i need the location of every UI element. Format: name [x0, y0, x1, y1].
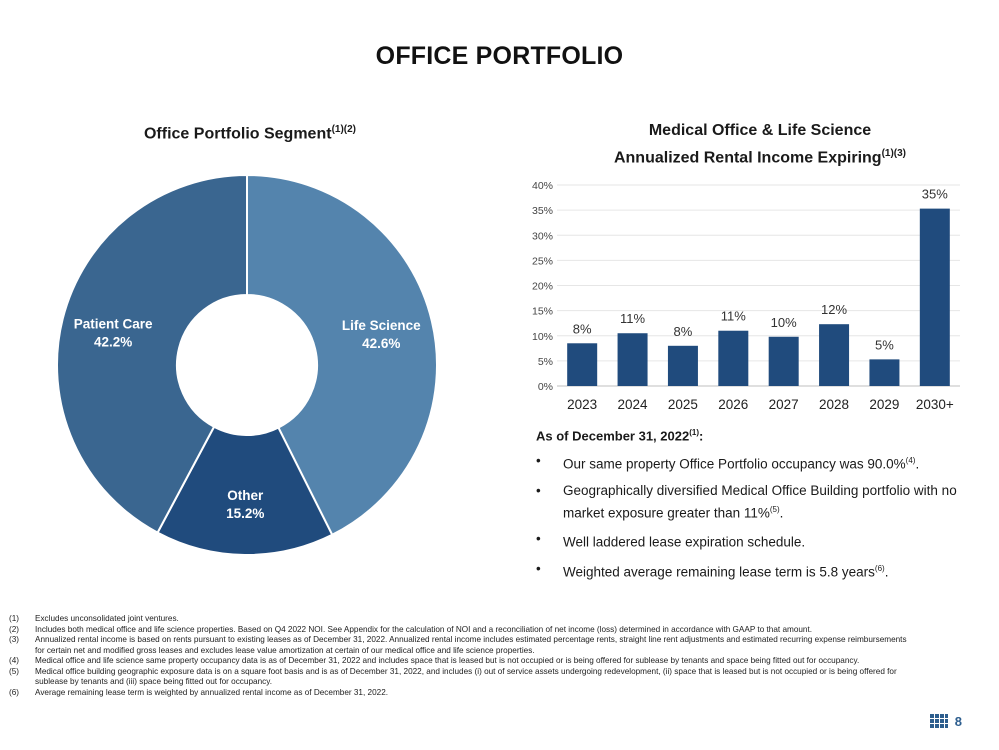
- footnotes: (1) Excludes unconsolidated joint venture…: [9, 614, 909, 698]
- bar-chart-title: Medical Office & Life Science Annualized…: [560, 119, 960, 169]
- slice-value-label: 42.2%: [94, 335, 132, 350]
- bar-data-label: 10%: [771, 315, 797, 330]
- footnote-number: (2): [9, 624, 20, 634]
- footnote-text: Medical office and life science same pro…: [35, 656, 860, 665]
- lease-expiration-bar-chart: 0% 5% 10% 15% 20% 25% 30% 35% 40% 8% 2023 11% 2024 8%…: [532, 180, 960, 412]
- y-tick-label: 15%: [532, 306, 553, 318]
- summary-panel: As of December 31, 2022(1): • Our same pr…: [536, 428, 976, 588]
- summary-bullet: • Well laddered lease expiration schedule…: [536, 529, 976, 552]
- donut-slice: [56, 173, 248, 534]
- slice-label: Other: [227, 488, 264, 503]
- bullet-marker: •: [536, 453, 541, 469]
- bar: [567, 343, 598, 386]
- y-tick-label: 20%: [532, 281, 553, 293]
- footnote-number: (6): [9, 687, 20, 697]
- donut-chart-title-footnote-ref: (1)(2): [331, 124, 357, 135]
- slice-label: Life Science: [342, 318, 421, 333]
- bar: [768, 336, 799, 386]
- page-number: 8: [954, 714, 962, 729]
- bullet-tail: .: [915, 456, 920, 472]
- slice-label: Patient Care: [74, 317, 153, 332]
- y-tick-label: 5%: [538, 356, 553, 368]
- footnote-text: Average remaining lease term is weighted…: [35, 687, 389, 697]
- y-tick-label: 30%: [532, 230, 553, 242]
- y-tick-label: 40%: [532, 180, 553, 192]
- footnote-number: (4): [9, 656, 20, 665]
- bullet-text: Geographically diversified Medical Offic…: [563, 482, 957, 521]
- footnote-number: (3): [9, 635, 20, 644]
- bar-data-label: 11%: [721, 309, 746, 324]
- donut-slice: [246, 173, 438, 537]
- bullet-footnote-ref: (6): [874, 563, 885, 573]
- bullet-marker: •: [536, 531, 541, 547]
- x-tick-label: 2030+: [916, 397, 954, 412]
- y-tick-label: 10%: [532, 331, 553, 343]
- bar: [869, 359, 900, 386]
- bar-chart-title-line1: Medical Office & Life Science: [648, 122, 872, 139]
- footnote: (4) Medical office and life science same …: [9, 656, 909, 667]
- y-tick-label: 0%: [538, 381, 553, 393]
- x-tick-label: 2024: [618, 397, 649, 412]
- summary-bullet: • Geographically diversified Medical Offi…: [536, 481, 976, 523]
- y-tick-label: 25%: [532, 255, 553, 267]
- bar: [667, 345, 698, 386]
- bullet-tail: .: [884, 564, 889, 580]
- bullet-footnote-ref: (5): [769, 504, 780, 514]
- bullet-marker: •: [536, 482, 541, 498]
- footnote: (2) Includes both medical office and life…: [9, 625, 909, 636]
- bar: [718, 330, 749, 386]
- bullet-text: Weighted average remaining lease term is…: [563, 564, 875, 580]
- bar-chart-title-line2: Annualized Rental Income Expiring(1)(3): [560, 142, 960, 169]
- footnote: (5) Medical office building geographic ex…: [9, 667, 909, 688]
- bar-data-label: 11%: [620, 311, 645, 326]
- bar: [819, 324, 850, 386]
- bar-data-label: 8%: [674, 324, 693, 339]
- x-tick-label: 2028: [819, 397, 849, 412]
- x-tick-label: 2025: [668, 397, 698, 412]
- donut-chart-title-text: Office Portfolio Segment: [143, 125, 332, 143]
- bar-chart-title-line2-text: Annualized Rental Income Expiring: [613, 149, 882, 167]
- bar: [919, 208, 950, 386]
- bar-data-label: 12%: [821, 302, 847, 317]
- footnote-number: (5): [9, 666, 20, 676]
- summary-bullet: • Our same property Office Portfolio occu…: [536, 451, 976, 474]
- footnote-text: Annualized rental income is based on ren…: [35, 635, 907, 655]
- bar: [617, 333, 648, 386]
- footnote-text: Medical office building geographic expos…: [35, 666, 897, 687]
- footnote-number: (1): [9, 614, 20, 623]
- bullet-text: Our same property Office Portfolio occup…: [563, 456, 906, 472]
- segment-donut-chart: Life Science 42.6% Other 15.2% Patient Care 4…: [56, 173, 438, 556]
- x-tick-label: 2026: [718, 397, 748, 412]
- x-tick-label: 2023: [567, 397, 597, 412]
- page-title: OFFICE PORTFOLIO: [375, 42, 624, 70]
- bullet-text: Well laddered lease expiration schedule.: [563, 534, 806, 550]
- bar-data-label: 5%: [875, 337, 894, 352]
- footnote-text: Includes both medical office and life sc…: [35, 624, 813, 634]
- footnote-text: Excludes unconsolidated joint ventures.: [35, 614, 179, 623]
- bullet-footnote-ref: (4): [905, 456, 916, 466]
- footnote: (6) Average remaining lease term is weigh…: [9, 688, 909, 699]
- company-logo-icon: [930, 714, 948, 728]
- bullet-marker: •: [536, 560, 541, 576]
- donut-slice: [156, 425, 334, 556]
- bar-data-label: 8%: [573, 321, 592, 336]
- x-tick-label: 2029: [869, 397, 899, 412]
- bar-data-label: 35%: [922, 187, 948, 202]
- donut-chart-title: Office Portfolio Segment(1)(2): [100, 118, 400, 145]
- bar-chart-title-footnote-ref: (1)(3): [881, 148, 907, 159]
- footnote: (1) Excludes unconsolidated joint venture…: [9, 614, 909, 625]
- footnote: (3) Annualized rental income is based on …: [9, 635, 909, 656]
- slice-value-label: 15.2%: [226, 506, 264, 521]
- slice-value-label: 42.6%: [362, 336, 400, 351]
- summary-heading-colon: :: [698, 428, 704, 444]
- summary-bullet-list: • Our same property Office Portfolio occu…: [536, 451, 976, 581]
- x-tick-label: 2027: [769, 397, 799, 412]
- summary-bullet: • Weighted average remaining lease term i…: [536, 559, 976, 582]
- y-tick-label: 35%: [532, 205, 553, 217]
- summary-heading-text: As of December 31, 2022: [536, 428, 690, 444]
- summary-heading: As of December 31, 2022(1):: [536, 428, 976, 443]
- bullet-tail: .: [779, 505, 784, 521]
- summary-heading-footnote-ref: (1): [689, 428, 699, 437]
